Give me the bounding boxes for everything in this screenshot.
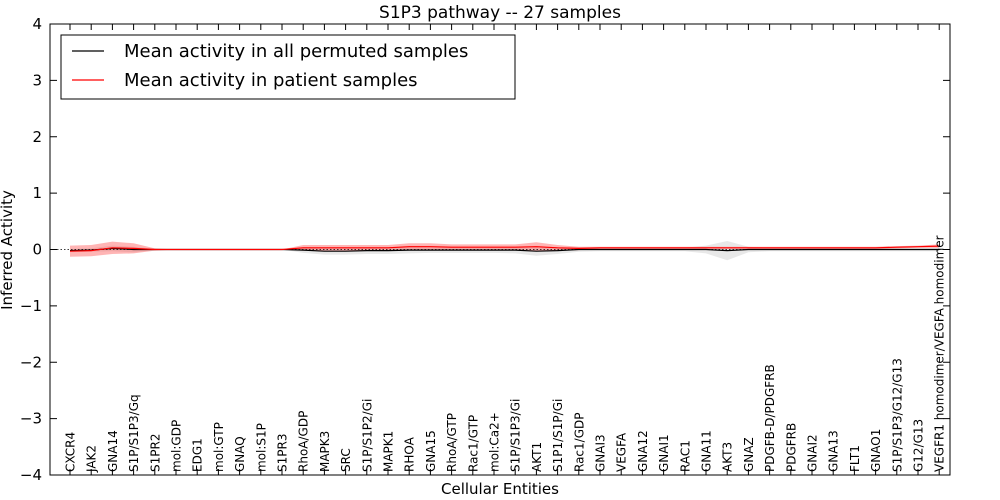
x-axis-label: Cellular Entities bbox=[441, 480, 559, 498]
y-tick-label: 1 bbox=[32, 184, 42, 202]
x-tick-label: Rac1/GTP bbox=[466, 415, 480, 472]
x-tick-label: S1P/S1P3/Gi bbox=[509, 399, 523, 472]
x-tick-label: GNA12 bbox=[636, 430, 650, 472]
x-tick-label: RhoA/GDP bbox=[297, 411, 311, 472]
x-tick-label: GNA11 bbox=[700, 430, 714, 472]
x-tick-label: RhoA/GTP bbox=[445, 413, 459, 472]
x-tick-label: GNAZ bbox=[742, 437, 756, 472]
x-tick-label: GNAI2 bbox=[806, 434, 820, 472]
y-tick-label: −3 bbox=[20, 410, 42, 428]
x-tick-label: mol:GTP bbox=[212, 422, 226, 472]
x-tick-label: S1PR2 bbox=[148, 434, 162, 472]
legend-label-1: Mean activity in all permuted samples bbox=[124, 41, 468, 62]
legend-box bbox=[60, 34, 516, 100]
x-tick-label: VEGFR1 homodimer/VEGFA homodimer bbox=[933, 235, 947, 472]
x-tick-label: S1P/S1P2/Gi bbox=[360, 399, 374, 472]
x-tick-label: SRC bbox=[339, 448, 353, 472]
x-tick-label: GNAO1 bbox=[869, 429, 883, 472]
x-tick-label: JAK2 bbox=[85, 445, 99, 473]
y-axis-label: Inferred Activity bbox=[0, 190, 16, 310]
x-tick-label: mol:S1P bbox=[254, 423, 268, 472]
x-tick-label: G12/G13 bbox=[912, 419, 926, 472]
x-tick-label: S1P/S1P3/G12/G13 bbox=[890, 358, 904, 472]
x-tick-label: S1P1/S1P/Gi bbox=[551, 399, 565, 472]
x-tick-label: VEGFA bbox=[615, 432, 629, 472]
x-tick-label: RHOA bbox=[403, 436, 417, 472]
x-tick-label: S1P/S1P3/Gq bbox=[127, 394, 141, 472]
y-tick-label: 2 bbox=[32, 128, 42, 146]
x-tick-label: GNA15 bbox=[424, 430, 438, 472]
x-tick-label: PDGFB-D/PDGFRB bbox=[763, 364, 777, 472]
y-tick-label: 4 bbox=[32, 15, 42, 33]
x-tick-label: AKT1 bbox=[530, 442, 544, 472]
x-tick-label: S1PR3 bbox=[276, 434, 290, 472]
series-lines bbox=[50, 245, 950, 252]
y-tick-label: 3 bbox=[32, 71, 42, 89]
x-tick-label: MAPK3 bbox=[318, 431, 332, 472]
x-tick-label: GNAI3 bbox=[594, 434, 608, 472]
chart-title: S1P3 pathway -- 27 samples bbox=[379, 3, 621, 23]
plot-frame bbox=[49, 23, 951, 476]
x-tick-label: AKT3 bbox=[721, 442, 735, 472]
y-tick-label: −2 bbox=[20, 353, 42, 371]
series-line-2 bbox=[69, 245, 940, 252]
x-tick-label: FLT1 bbox=[848, 445, 862, 472]
x-tick-label: EDG1 bbox=[191, 438, 205, 472]
x-tick-label: mol:Ca2+ bbox=[488, 412, 502, 472]
y-tick-label: −1 bbox=[20, 297, 42, 315]
x-tick-label: GNAQ bbox=[233, 436, 247, 472]
x-tick-label: GNA13 bbox=[827, 430, 841, 472]
y-tick-label: 0 bbox=[32, 241, 42, 259]
x-tick-label: GNA14 bbox=[106, 430, 120, 472]
x-tick-label: Rac1/GDP bbox=[572, 413, 586, 472]
legend: Mean activity in all permuted samples Mea… bbox=[60, 34, 516, 100]
band-series-2 bbox=[70, 241, 940, 257]
x-tick-label: CXCR4 bbox=[64, 432, 78, 472]
x-tick-label: PDGFRB bbox=[784, 423, 798, 472]
x-tick-label: MAPK1 bbox=[382, 431, 396, 472]
x-tick-label: GNAI1 bbox=[657, 434, 671, 472]
legend-label-2: Mean activity in patient samples bbox=[124, 70, 418, 91]
x-tick-label: mol:GDP bbox=[170, 420, 184, 472]
tick-labels: 4 3 2 1 0 −1 −2 −3 −4 CXCR4 JAK2 GNA14 S1P/S1P3/Gq S1… bbox=[20, 15, 947, 484]
y-tick-label: −4 bbox=[20, 466, 42, 484]
x-tick-label: RAC1 bbox=[678, 440, 692, 472]
